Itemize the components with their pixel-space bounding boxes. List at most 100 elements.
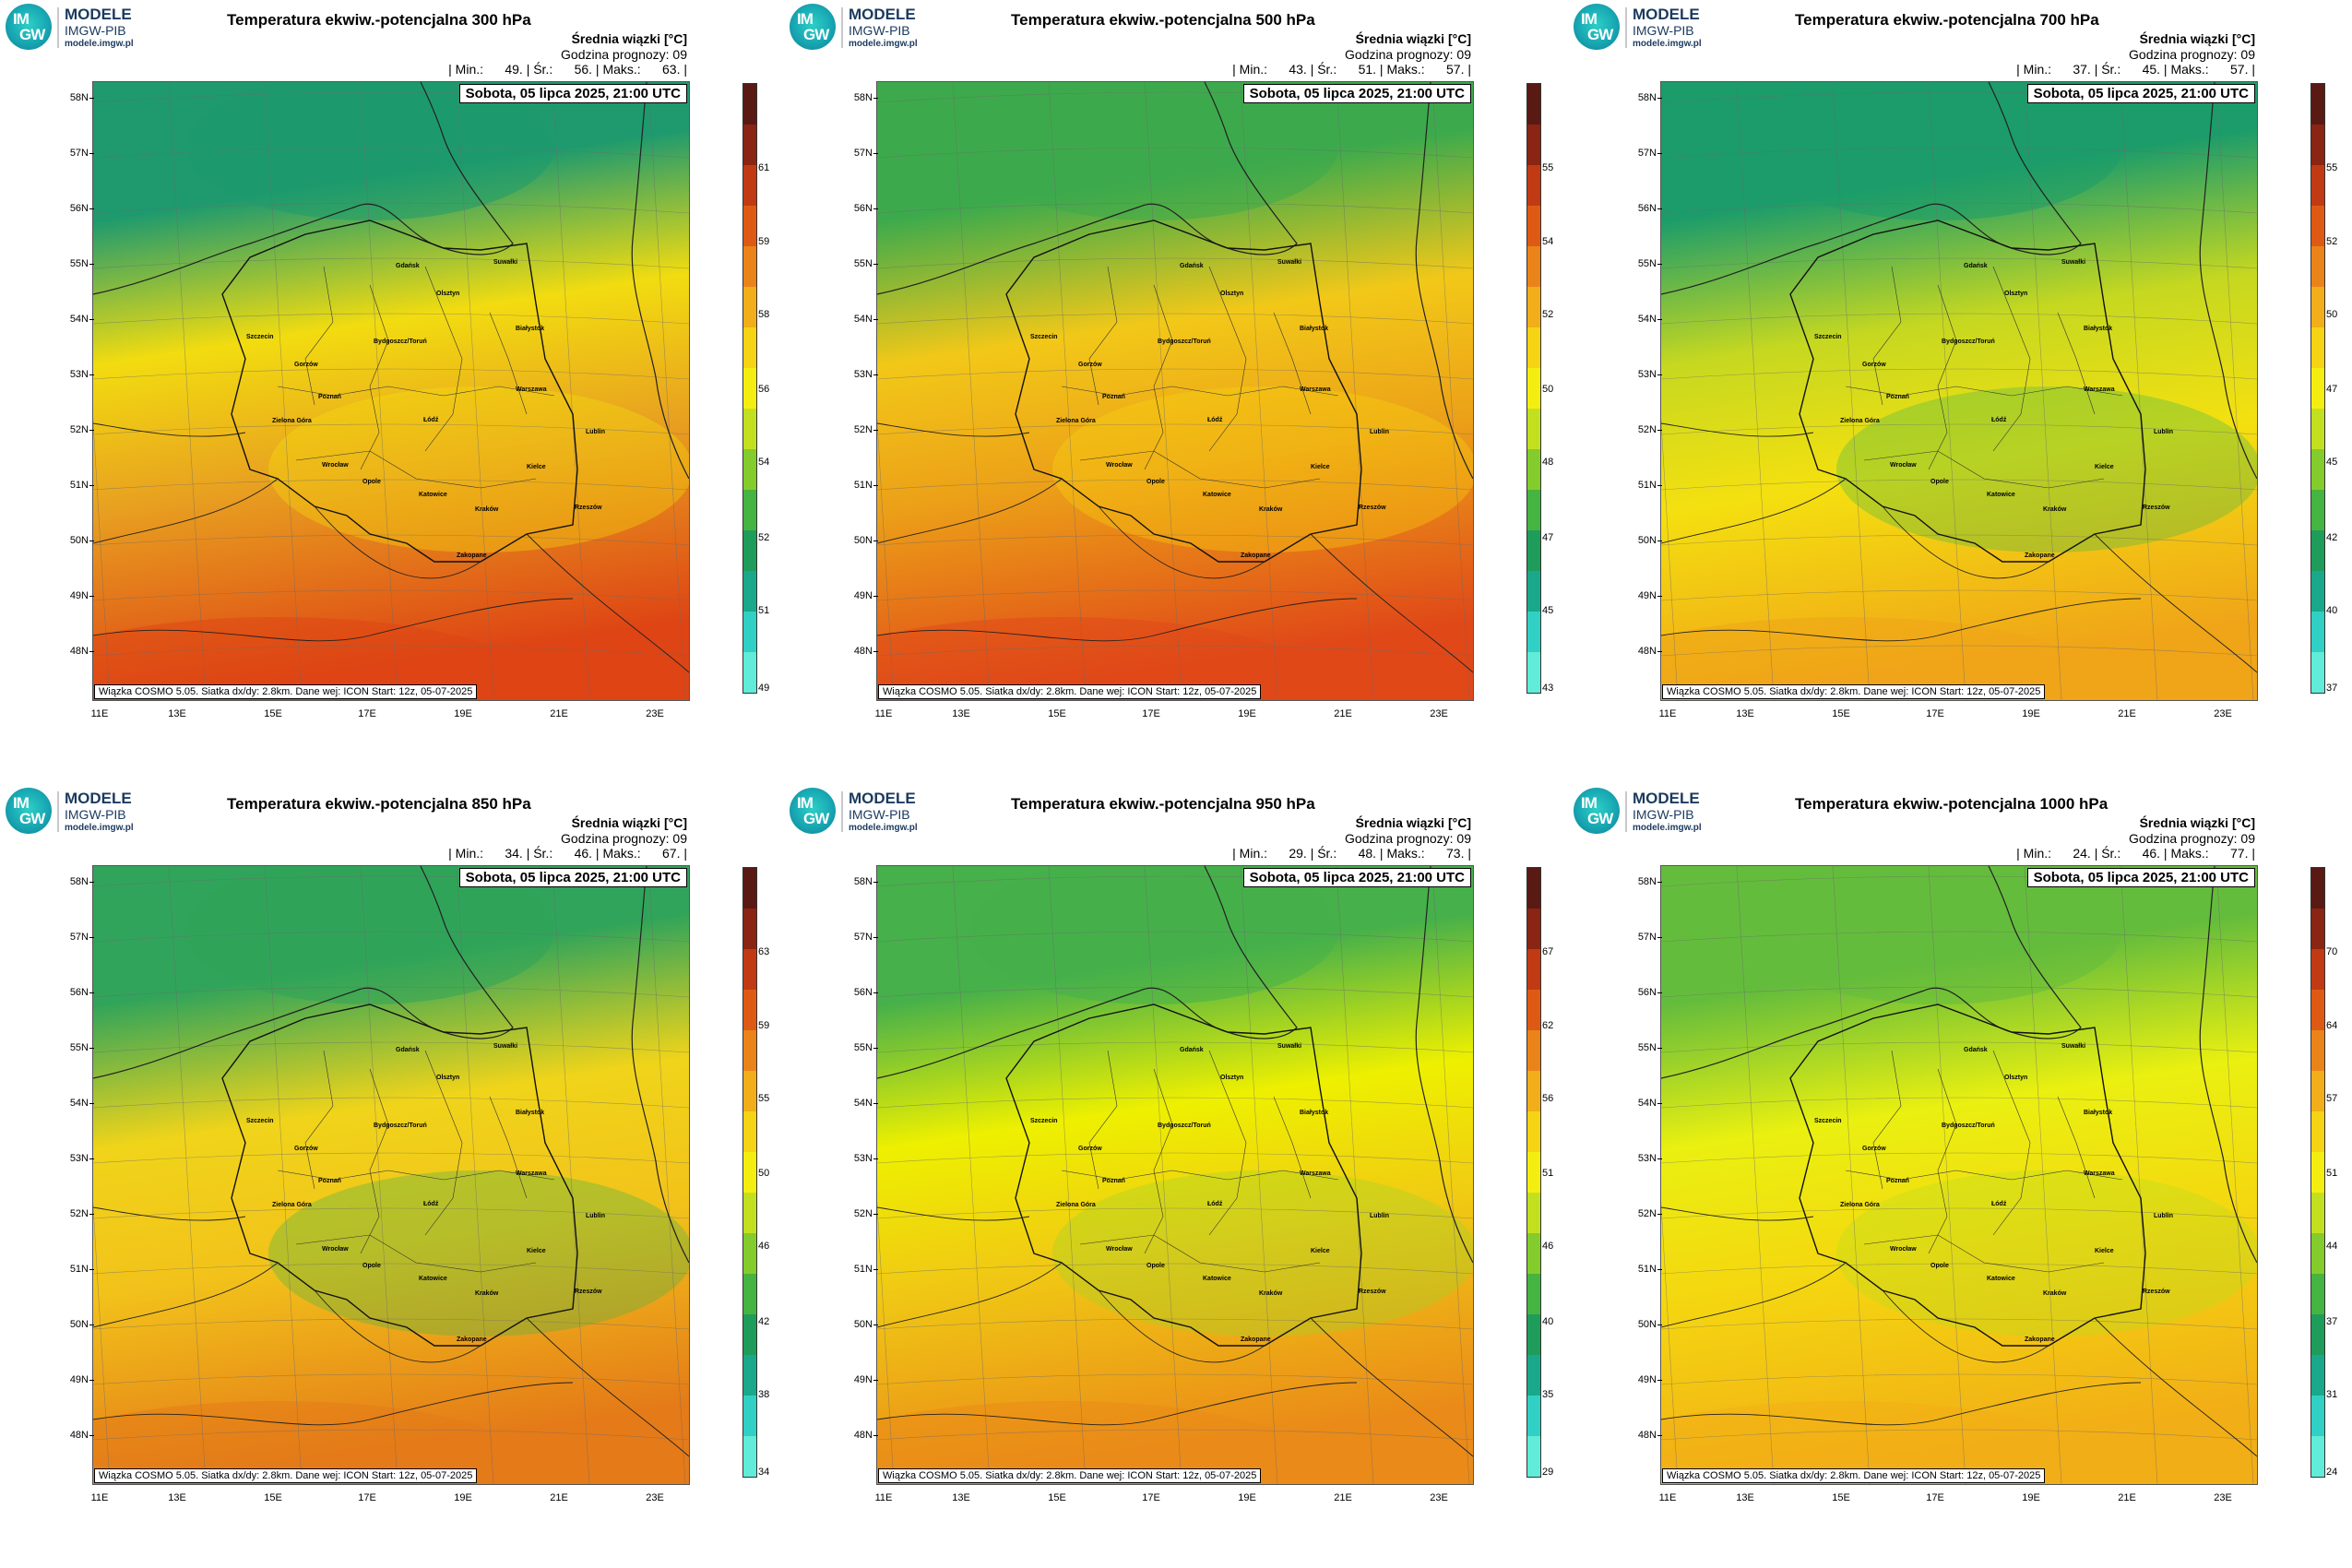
field-patch — [1836, 386, 2257, 552]
stats-line: | Min.: 49. | Śr.: 56. | Maks.: 63. | — [448, 62, 687, 77]
city-label: Wrocław — [1890, 1246, 1917, 1253]
city-label: Warszawa — [1300, 1170, 1331, 1177]
latitude-label: 49N — [1625, 590, 1662, 601]
longitude-label: 11E — [874, 708, 893, 719]
map-area: Gdańsk Suwałki Olsztyn Białystok Szczecin Byd… — [876, 865, 1474, 1485]
latitude-label: 52N — [841, 1208, 878, 1219]
city-label: Poznań — [318, 394, 341, 400]
colorbar-segment — [743, 990, 756, 1030]
city-label: Lublin — [1370, 429, 1389, 435]
colorbar-segment — [2311, 1111, 2324, 1152]
colorbar-tick: 70 — [2326, 946, 2338, 957]
colorbar-segment — [2311, 1071, 2324, 1111]
longitude-label: 13E — [168, 1492, 186, 1503]
logo-url: modele.imgw.pl — [849, 39, 918, 49]
colorbar-segment — [743, 1152, 756, 1193]
city-label: Zakopane — [1241, 552, 1271, 559]
latitude-line — [1661, 534, 2257, 546]
city-label: Rzeszów — [2143, 1289, 2170, 1295]
longitude-label: 23E — [2214, 708, 2232, 719]
units-label: Średnia wiązki [°C] — [2139, 815, 2255, 830]
longitude-label: 15E — [1832, 708, 1850, 719]
longitude-line — [1144, 82, 1182, 700]
city-label: Łódź — [1991, 1201, 2007, 1207]
logo-gw-text: GW — [803, 26, 829, 43]
colorbar-segment — [2311, 206, 2324, 246]
city-label: Lublin — [2154, 429, 2173, 435]
panel-title: Temperatura ekwiw.-potencjalna 500 hPa — [1011, 11, 1315, 29]
latitude-line — [93, 257, 689, 269]
map-panel: IM GW MODELE IMGW-PIB modele.imgw.pl Temperat… — [0, 784, 784, 1568]
imgw-logo-icon: IM GW — [1574, 788, 1620, 834]
colorbar-segment — [1527, 571, 1540, 612]
latitude-line — [1661, 1263, 2257, 1275]
model-info: Wiązka COSMO 5.05. Siatka dx/dy: 2.8km. … — [1662, 684, 2046, 699]
colorbar-tick: 56 — [1542, 1093, 1554, 1104]
field-patch — [1661, 617, 2085, 700]
longitude-label: 19E — [2022, 708, 2040, 719]
field-patch — [268, 386, 689, 552]
longitude-line — [2024, 82, 2062, 700]
latitude-line — [877, 986, 1473, 998]
colorbar — [742, 83, 757, 694]
logo-url: modele.imgw.pl — [65, 823, 134, 833]
latitude-line — [1661, 368, 2257, 380]
longitude-label: 11E — [1658, 708, 1677, 719]
latitude-label: 48N — [57, 646, 94, 657]
latitude-line — [93, 1152, 689, 1164]
forecast-hour: Godzina prognozy: 09 — [1345, 47, 1471, 62]
longitude-line — [1431, 866, 1470, 1484]
latitude-label: 56N — [841, 203, 878, 214]
logo-separator — [1625, 7, 1627, 48]
city-label: Gorzów — [1078, 362, 1102, 368]
logo-line2: IMGW-PIB — [65, 807, 126, 822]
latitude-line — [877, 1429, 1473, 1441]
latitude-line — [1661, 313, 2257, 325]
colorbar-segment — [743, 1314, 756, 1355]
latitude-label: 56N — [57, 203, 94, 214]
colorbar-segment — [2311, 246, 2324, 287]
latitude-line — [877, 1152, 1473, 1164]
latitude-line — [93, 1263, 689, 1275]
latitude-label: 49N — [1625, 1374, 1662, 1385]
latitude-label: 48N — [57, 1430, 94, 1441]
latitude-line — [1661, 202, 2257, 214]
model-info: Wiązka COSMO 5.05. Siatka dx/dy: 2.8km. … — [878, 684, 1262, 699]
stats-line: | Min.: 34. | Śr.: 46. | Maks.: 67. | — [448, 846, 687, 861]
city-label: Zielona Góra — [1056, 418, 1096, 424]
latitude-line — [1661, 423, 2257, 435]
imgw-logo: IM GW MODELE IMGW-PIB modele.imgw.pl — [1574, 4, 1712, 52]
city-label: Warszawa — [1300, 386, 1331, 393]
colorbar-tick: 44 — [2326, 1241, 2338, 1252]
units-label: Średnia wiązki [°C] — [1355, 31, 1471, 46]
latitude-line — [877, 1097, 1473, 1109]
colorbar-segment — [1527, 1152, 1540, 1193]
city-label: Suwałki — [1277, 259, 1302, 266]
field-patch — [877, 1401, 1301, 1484]
longitude-line — [1048, 82, 1087, 700]
latitude-line — [877, 1041, 1473, 1053]
colorbar-segment — [743, 1193, 756, 1233]
city-label: Bydgoszcz/Toruń — [1942, 1123, 1995, 1129]
latitude-label: 51N — [1625, 480, 1662, 491]
units-label: Średnia wiązki [°C] — [1355, 815, 1471, 830]
colorbar-segment — [2311, 1152, 2324, 1193]
longitude-label: 23E — [646, 1492, 664, 1503]
longitude-label: 17E — [1142, 1492, 1160, 1503]
colorbar-tick: 40 — [1542, 1316, 1554, 1327]
city-label: Szczecin — [246, 334, 274, 340]
longitude-label: 13E — [952, 708, 970, 719]
colorbar-tick: 55 — [758, 1093, 770, 1104]
latitude-label: 56N — [1625, 987, 1662, 998]
logo-line2: IMGW-PIB — [849, 807, 910, 822]
colorbar-segment — [2311, 530, 2324, 571]
colorbar-segment — [1527, 1193, 1540, 1233]
latitude-label: 53N — [841, 369, 878, 380]
city-label: Kielce — [2095, 464, 2114, 470]
colorbar-segment — [2311, 1274, 2324, 1314]
latitude-label: 56N — [1625, 203, 1662, 214]
colorbar-segment — [743, 327, 756, 368]
map-panel: IM GW MODELE IMGW-PIB modele.imgw.pl Temperat… — [1568, 784, 2352, 1568]
longitude-line — [1336, 82, 1374, 700]
voivodeship-borders — [277, 1050, 555, 1273]
